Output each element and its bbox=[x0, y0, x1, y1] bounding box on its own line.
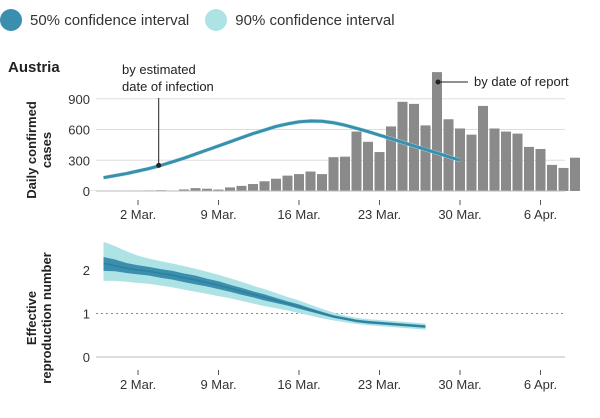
xtick-bottom: 23 Mar. bbox=[358, 377, 401, 392]
r-ci50-band bbox=[103, 256, 426, 328]
case-bar bbox=[294, 174, 304, 191]
infection-ci90-band bbox=[103, 118, 460, 180]
case-bar bbox=[374, 152, 385, 191]
ytick-bottom: 2 bbox=[83, 263, 90, 278]
legend-swatch-ci90 bbox=[205, 9, 228, 31]
infection-line bbox=[103, 119, 461, 180]
xtick-top: 6 Apr. bbox=[524, 207, 557, 222]
ytick-top: 900 bbox=[68, 92, 90, 107]
case-bar bbox=[420, 125, 431, 191]
ytick-bottom: 0 bbox=[83, 350, 90, 365]
xtick-bottom: 2 Mar. bbox=[120, 377, 156, 392]
xtick-top: 2 Mar. bbox=[120, 207, 156, 222]
ytick-top: 300 bbox=[68, 153, 90, 168]
case-bar bbox=[397, 101, 408, 191]
case-bar bbox=[248, 184, 258, 191]
case-bar bbox=[282, 175, 293, 191]
case-bar bbox=[179, 189, 189, 191]
xtick-bottom: 9 Mar. bbox=[200, 377, 236, 392]
annotation-infection: by estimated date of infection bbox=[122, 62, 214, 94]
case-bar bbox=[501, 131, 511, 191]
case-bar bbox=[236, 185, 247, 191]
case-bar bbox=[305, 171, 316, 191]
case-bar bbox=[213, 189, 224, 191]
ylabel-top: Daily confirmedcases bbox=[24, 101, 54, 199]
legend-item-ci50: 50% confidence interval bbox=[0, 9, 189, 31]
case-bar bbox=[340, 156, 350, 191]
case-bar bbox=[202, 188, 212, 191]
case-bar bbox=[386, 126, 396, 191]
case-bar bbox=[271, 178, 281, 191]
annotation-dot bbox=[435, 79, 441, 85]
legend-item-ci90: 90% confidence interval bbox=[205, 9, 395, 31]
chart-legend: 50% confidence interval 90% confidence i… bbox=[0, 8, 411, 32]
xtick-bottom: 6 Apr. bbox=[524, 377, 557, 392]
annotation-report: by date of report bbox=[474, 74, 569, 89]
xtick-bottom: 16 Mar. bbox=[277, 377, 320, 392]
r-median-line bbox=[103, 262, 426, 328]
xtick-top: 9 Mar. bbox=[200, 207, 236, 222]
case-bar bbox=[466, 134, 477, 191]
case-bar bbox=[512, 133, 523, 191]
ytick-bottom: 1 bbox=[83, 307, 90, 322]
case-bar bbox=[524, 146, 534, 191]
case-bar bbox=[535, 148, 546, 191]
case-bar bbox=[259, 181, 270, 191]
chart-title: Austria bbox=[8, 59, 60, 76]
case-bar bbox=[363, 141, 373, 191]
case-bar bbox=[489, 128, 500, 191]
case-bar bbox=[570, 157, 580, 191]
case-bar bbox=[328, 157, 339, 191]
xtick-top: 30 Mar. bbox=[438, 207, 481, 222]
case-bar bbox=[351, 131, 362, 191]
xtick-bottom: 30 Mar. bbox=[438, 377, 481, 392]
xtick-top: 23 Mar. bbox=[358, 207, 401, 222]
xtick-top: 16 Mar. bbox=[277, 207, 320, 222]
ylabel-bottom: Effectivereproduction number bbox=[24, 252, 54, 383]
case-bar bbox=[478, 105, 488, 191]
legend-swatch-ci50 bbox=[0, 9, 22, 31]
case-bar bbox=[190, 188, 201, 191]
legend-label-ci90: 90% confidence interval bbox=[235, 11, 395, 29]
ytick-top: 600 bbox=[68, 123, 90, 138]
ytick-top: 0 bbox=[83, 184, 90, 199]
case-bar bbox=[558, 167, 569, 191]
annotation-dot bbox=[156, 162, 162, 168]
case-bar bbox=[317, 174, 327, 191]
legend-label-ci50: 50% confidence interval bbox=[30, 11, 190, 29]
case-bar bbox=[432, 72, 442, 191]
r-ci90-band bbox=[103, 241, 426, 330]
case-bar bbox=[547, 164, 557, 191]
case-bar bbox=[225, 187, 235, 191]
